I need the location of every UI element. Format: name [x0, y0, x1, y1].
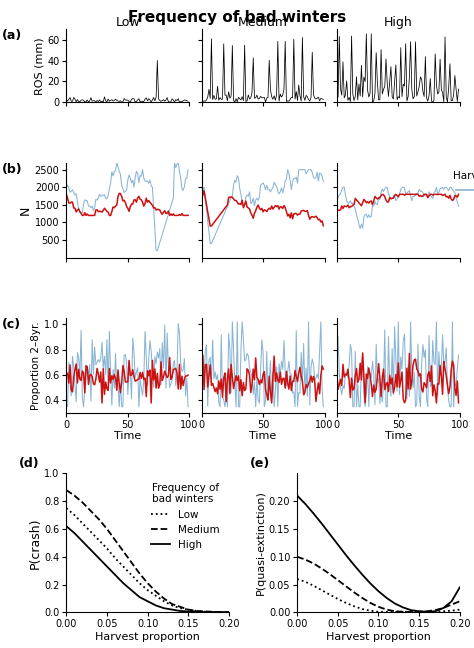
Y-axis label: P(quasi-extinction): P(quasi-extinction)	[256, 491, 266, 596]
Text: (d): (d)	[19, 457, 40, 470]
Title: Medium: Medium	[238, 16, 288, 29]
Legend: Low, Medium, High: Low, Medium, High	[146, 479, 224, 554]
Legend: 0, 0.15: 0, 0.15	[448, 167, 474, 200]
Text: (c): (c)	[2, 318, 21, 331]
Y-axis label: N: N	[19, 205, 32, 215]
X-axis label: Harvest proportion: Harvest proportion	[95, 632, 200, 642]
Text: (a): (a)	[2, 29, 23, 42]
Text: (b): (b)	[2, 163, 23, 176]
X-axis label: Time: Time	[114, 432, 141, 441]
X-axis label: Time: Time	[249, 432, 277, 441]
Text: (e): (e)	[250, 457, 270, 470]
Title: Low: Low	[116, 16, 140, 29]
Text: Frequency of bad winters: Frequency of bad winters	[128, 10, 346, 25]
X-axis label: Time: Time	[385, 432, 412, 441]
Title: High: High	[384, 16, 413, 29]
Y-axis label: P(crash): P(crash)	[28, 517, 41, 569]
Y-axis label: Proportion 2–8yr.: Proportion 2–8yr.	[31, 321, 41, 410]
Y-axis label: ROS (mm): ROS (mm)	[34, 37, 44, 95]
X-axis label: Harvest proportion: Harvest proportion	[326, 632, 431, 642]
